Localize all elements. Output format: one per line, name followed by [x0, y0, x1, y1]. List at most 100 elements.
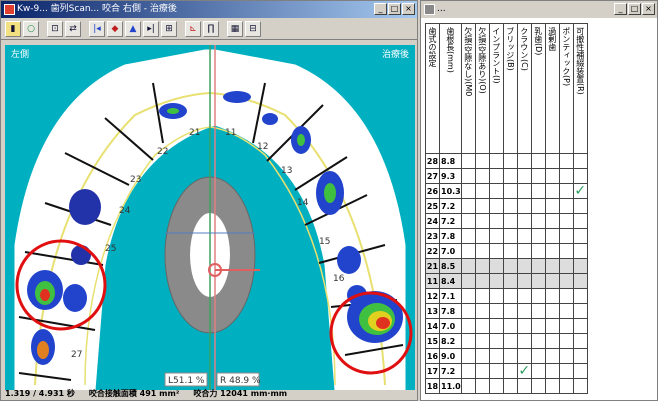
occlusion-window-titlebar[interactable]: Kw-9... 歯列Scan... 咬合 右側 - 治療後 _ □ × — [1, 1, 417, 18]
option-checkbox-cell[interactable] — [460, 303, 476, 319]
option-checkbox-cell[interactable] — [572, 333, 588, 349]
root-length-cell[interactable]: 7.0 — [439, 243, 462, 259]
option-checkbox-cell[interactable] — [516, 333, 532, 349]
end-icon[interactable]: ⊞ — [161, 20, 177, 37]
option-checkbox-cell[interactable] — [502, 243, 518, 259]
option-checkbox-cell[interactable] — [474, 378, 490, 394]
option-checkbox-cell[interactable] — [530, 213, 546, 229]
root-length-cell[interactable]: 7.2 — [439, 213, 462, 229]
option-checkbox-cell[interactable] — [474, 198, 490, 214]
option-checkbox-cell[interactable] — [502, 258, 518, 274]
option-checkbox-cell[interactable] — [544, 273, 560, 289]
graph-icon[interactable]: ⊾ — [185, 20, 201, 37]
option-checkbox-cell[interactable] — [544, 333, 560, 349]
option-checkbox-cell[interactable] — [530, 348, 546, 364]
occlusion-canvas[interactable]: 21 22 23 24 25 27 11 12 13 14 15 16 L51.… — [5, 45, 415, 390]
option-checkbox-cell[interactable] — [530, 303, 546, 319]
option-checkbox-cell[interactable] — [474, 288, 490, 304]
forward-icon[interactable]: ▸| — [143, 20, 159, 37]
root-length-cell[interactable]: 10.3 — [439, 183, 462, 199]
maximize-button[interactable]: □ — [388, 3, 401, 15]
option-checkbox-cell[interactable] — [558, 348, 574, 364]
option-checkbox-cell[interactable] — [544, 318, 560, 334]
option-checkbox-cell[interactable] — [516, 318, 532, 334]
option-checkbox-cell[interactable] — [544, 303, 560, 319]
root-length-cell[interactable]: 8.4 — [439, 273, 462, 289]
option-checkbox-cell[interactable] — [488, 168, 504, 184]
option-checkbox-cell[interactable] — [544, 348, 560, 364]
option-checkbox-cell[interactable] — [460, 288, 476, 304]
option-checkbox-cell[interactable] — [530, 258, 546, 274]
root-length-cell[interactable]: 7.8 — [439, 303, 462, 319]
option-checkbox-cell[interactable] — [502, 378, 518, 394]
option-checkbox-cell[interactable] — [488, 303, 504, 319]
option-checkbox-cell[interactable] — [516, 303, 532, 319]
option-checkbox-cell[interactable] — [460, 198, 476, 214]
option-checkbox-cell[interactable] — [572, 363, 588, 379]
option-checkbox-cell[interactable] — [544, 288, 560, 304]
root-length-cell[interactable]: 7.0 — [439, 318, 462, 334]
option-checkbox-cell[interactable] — [558, 318, 574, 334]
option-checkbox-cell[interactable] — [530, 168, 546, 184]
option-checkbox-cell[interactable] — [474, 273, 490, 289]
option-checkbox-cell[interactable] — [572, 318, 588, 334]
option-checkbox-cell[interactable] — [460, 168, 476, 184]
root-length-cell[interactable]: 9.0 — [439, 348, 462, 364]
option-checkbox-cell[interactable] — [502, 318, 518, 334]
option-checkbox-cell[interactable] — [530, 228, 546, 244]
option-checkbox-cell[interactable] — [502, 348, 518, 364]
option-checkbox-cell[interactable] — [544, 243, 560, 259]
option-checkbox-cell[interactable] — [460, 258, 476, 274]
option-checkbox-cell[interactable] — [544, 228, 560, 244]
option-checkbox-cell[interactable] — [572, 258, 588, 274]
option-checkbox-cell[interactable] — [544, 198, 560, 214]
root-length-cell[interactable]: 7.1 — [439, 288, 462, 304]
option-checkbox-cell[interactable] — [488, 228, 504, 244]
option-checkbox-cell[interactable] — [460, 318, 476, 334]
option-checkbox-cell[interactable] — [488, 333, 504, 349]
option-checkbox-cell[interactable] — [516, 273, 532, 289]
option-checkbox-cell[interactable] — [502, 288, 518, 304]
option-checkbox-cell[interactable] — [530, 243, 546, 259]
option-checkbox-cell[interactable] — [544, 168, 560, 184]
option-checkbox-cell[interactable] — [544, 378, 560, 394]
option-checkbox-cell[interactable] — [572, 303, 588, 319]
option-checkbox-cell[interactable] — [488, 198, 504, 214]
option-checkbox-cell[interactable] — [502, 363, 518, 379]
option-checkbox-cell[interactable] — [474, 348, 490, 364]
option-checkbox-cell[interactable] — [572, 213, 588, 229]
option-checkbox-cell[interactable] — [558, 243, 574, 259]
option-checkbox-cell[interactable] — [474, 333, 490, 349]
option-checkbox-cell[interactable] — [516, 243, 532, 259]
option-checkbox-cell[interactable] — [460, 183, 476, 199]
option-checkbox-cell[interactable] — [530, 273, 546, 289]
save-icon[interactable]: ⊡ — [47, 20, 63, 37]
root-length-cell[interactable]: 7.8 — [439, 228, 462, 244]
column-icon[interactable]: ∏ — [203, 20, 219, 37]
option-checkbox-cell[interactable] — [474, 243, 490, 259]
option-checkbox-cell[interactable] — [530, 363, 546, 379]
option-checkbox-cell[interactable] — [572, 273, 588, 289]
option-checkbox-cell[interactable] — [558, 168, 574, 184]
rewind-icon[interactable]: |◂ — [89, 20, 105, 37]
option-checkbox-cell[interactable] — [572, 228, 588, 244]
option-checkbox-cell[interactable] — [530, 378, 546, 394]
minimize-button[interactable]: _ — [374, 3, 387, 15]
option-checkbox-cell[interactable] — [502, 303, 518, 319]
grid-maximize-button[interactable]: □ — [628, 3, 641, 15]
record-icon[interactable]: ○ — [23, 20, 39, 37]
option-checkbox-cell[interactable] — [488, 288, 504, 304]
option-checkbox-cell[interactable] — [544, 363, 560, 379]
settings-icon[interactable]: ⊟ — [245, 20, 261, 37]
close-button[interactable]: × — [402, 3, 415, 15]
option-checkbox-cell[interactable] — [474, 318, 490, 334]
option-checkbox-cell[interactable] — [544, 213, 560, 229]
option-checkbox-cell[interactable] — [474, 183, 490, 199]
option-checkbox-cell[interactable] — [558, 213, 574, 229]
option-checkbox-cell[interactable] — [530, 333, 546, 349]
option-checkbox-cell[interactable] — [558, 198, 574, 214]
option-checkbox-cell[interactable] — [558, 288, 574, 304]
option-checkbox-cell[interactable] — [460, 333, 476, 349]
option-checkbox-cell[interactable] — [502, 168, 518, 184]
option-checkbox-cell[interactable] — [460, 378, 476, 394]
